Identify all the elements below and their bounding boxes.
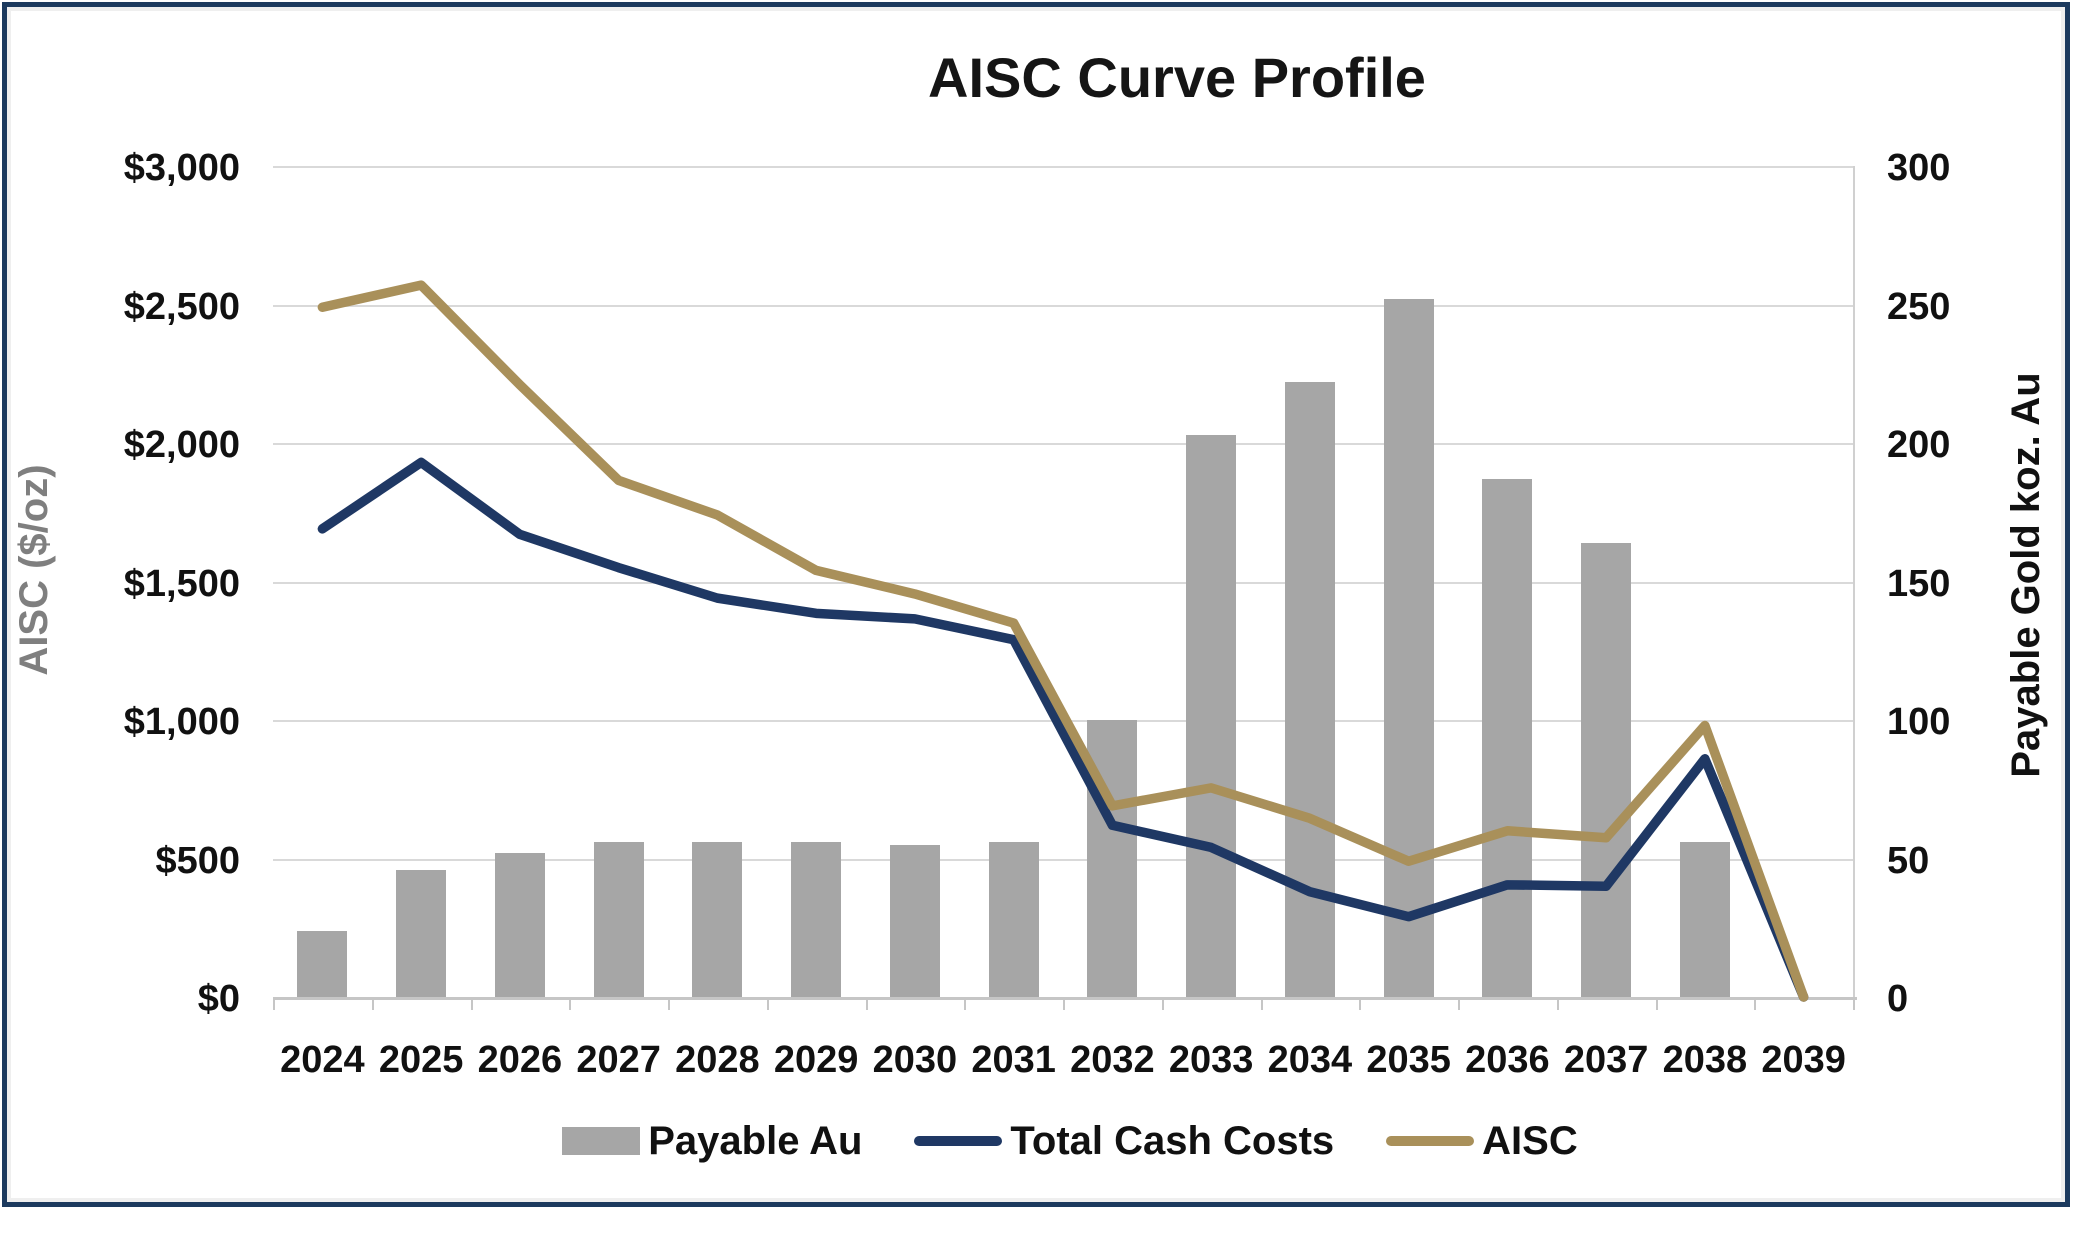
payable-au-bar <box>1581 542 1632 997</box>
payable-au-bar <box>593 841 644 997</box>
x-axis-tick <box>1063 997 1065 1010</box>
gridline <box>273 581 1853 584</box>
payable-au-bar <box>297 930 348 997</box>
x-axis-year-label: 2034 <box>1267 1039 1353 1081</box>
legend-label: AISC <box>1482 1118 1578 1163</box>
legend: Payable Au Total Cash Costs AISC <box>280 1111 1860 1171</box>
x-axis-tick <box>964 997 967 1010</box>
left-axis-tick-label: $500 <box>155 839 240 882</box>
payable-au-bar <box>1383 298 1434 997</box>
total-cash-costs-line <box>317 457 1809 1002</box>
x-axis-year-label: 2026 <box>477 1039 563 1081</box>
payable-au-bar <box>1679 841 1730 997</box>
x-axis-tick <box>668 997 670 1010</box>
x-axis-year-label: 2028 <box>675 1039 760 1081</box>
payable-au-swatch <box>562 1127 641 1155</box>
legend-label: Total Cash Costs <box>1010 1118 1335 1163</box>
legend-item-aisc: AISC <box>1386 1119 1578 1164</box>
payable-au-bar <box>988 841 1039 997</box>
x-axis-year-label: 2030 <box>872 1039 958 1081</box>
payable-au-bar <box>1482 479 1533 997</box>
x-axis-tick <box>1754 997 1757 1010</box>
x-axis-tick <box>470 997 473 1010</box>
x-axis-tick <box>1260 997 1263 1010</box>
x-axis-year-label: 2031 <box>971 1039 1056 1081</box>
payable-au-bar <box>889 844 940 997</box>
x-axis-tick <box>569 997 572 1010</box>
x-axis-year-label: 2032 <box>1070 1039 1155 1081</box>
x-axis-year-label: 2035 <box>1366 1039 1451 1081</box>
x-axis-year-label: 2037 <box>1563 1039 1649 1081</box>
x-axis-year-label: 2038 <box>1662 1039 1748 1081</box>
payable-au-bar <box>494 852 545 997</box>
chart-frame: AISC Curve Profile AISC ($/oz) Payable G… <box>2 2 2070 1207</box>
x-axis-year-label: 2039 <box>1761 1039 1846 1081</box>
payable-au-bar <box>791 841 842 997</box>
gridline <box>273 166 1853 168</box>
x-axis-year-label: 2025 <box>378 1039 464 1081</box>
gridline <box>273 304 1853 307</box>
right-axis-tick-label: 50 <box>1887 839 1930 882</box>
x-axis-tick <box>1161 997 1164 1010</box>
legend-label: Payable Au <box>648 1118 863 1163</box>
aisc-swatch <box>1386 1136 1475 1146</box>
aisc-line <box>317 280 1809 1002</box>
left-axis-tick-label: $0 <box>197 978 240 1020</box>
right-axis-tick-label: 200 <box>1887 424 1951 466</box>
payable-au-bar <box>396 869 447 997</box>
left-axis-tick-label: $3,000 <box>123 147 240 189</box>
x-axis-tick <box>1655 997 1658 1010</box>
x-axis-tick <box>371 997 374 1010</box>
x-axis-tick <box>865 997 868 1010</box>
left-axis-tick-label: $1,500 <box>123 562 240 605</box>
gridline <box>273 858 1853 861</box>
right-axis-tick-label: 250 <box>1887 285 1951 328</box>
right-axis-tick-label: 0 <box>1887 978 1909 1020</box>
left-axis-tick-label: $2,500 <box>123 285 240 328</box>
chart-title: AISC Curve Profile <box>928 46 1426 109</box>
x-axis-year-label: 2033 <box>1168 1039 1254 1081</box>
x-axis-tick <box>1853 997 1855 1010</box>
x-axis-tick <box>1556 997 1559 1010</box>
legend-item-total-cash-costs: Total Cash Costs <box>914 1119 1334 1164</box>
x-axis-year-label: 2027 <box>576 1039 661 1081</box>
payable-au-bar <box>692 841 743 997</box>
left-axis-tick-label: $1,000 <box>123 701 240 743</box>
left-axis-tick-label: $2,000 <box>123 424 240 466</box>
line-series-layer <box>317 280 1809 1002</box>
legend-item-payable-au: Payable Au <box>562 1119 862 1164</box>
payable-au-bar <box>1186 434 1237 997</box>
x-axis-tick <box>273 997 275 1010</box>
right-axis-tick-label: 100 <box>1887 701 1951 743</box>
right-axis-tick-label: 300 <box>1887 147 1951 189</box>
total-cash-costs-swatch <box>914 1136 1003 1146</box>
x-axis-year-label: 2024 <box>280 1039 365 1081</box>
x-axis-year-label: 2029 <box>773 1039 859 1081</box>
right-axis-line <box>1853 166 1855 997</box>
right-axis-tick-label: 150 <box>1887 562 1951 605</box>
x-axis-tick <box>1359 997 1362 1010</box>
x-axis-tick <box>766 997 769 1010</box>
x-axis-line <box>273 997 1857 1000</box>
x-axis-tick <box>1458 997 1460 1010</box>
gridline <box>273 443 1853 445</box>
x-axis-year-label: 2036 <box>1465 1039 1550 1081</box>
